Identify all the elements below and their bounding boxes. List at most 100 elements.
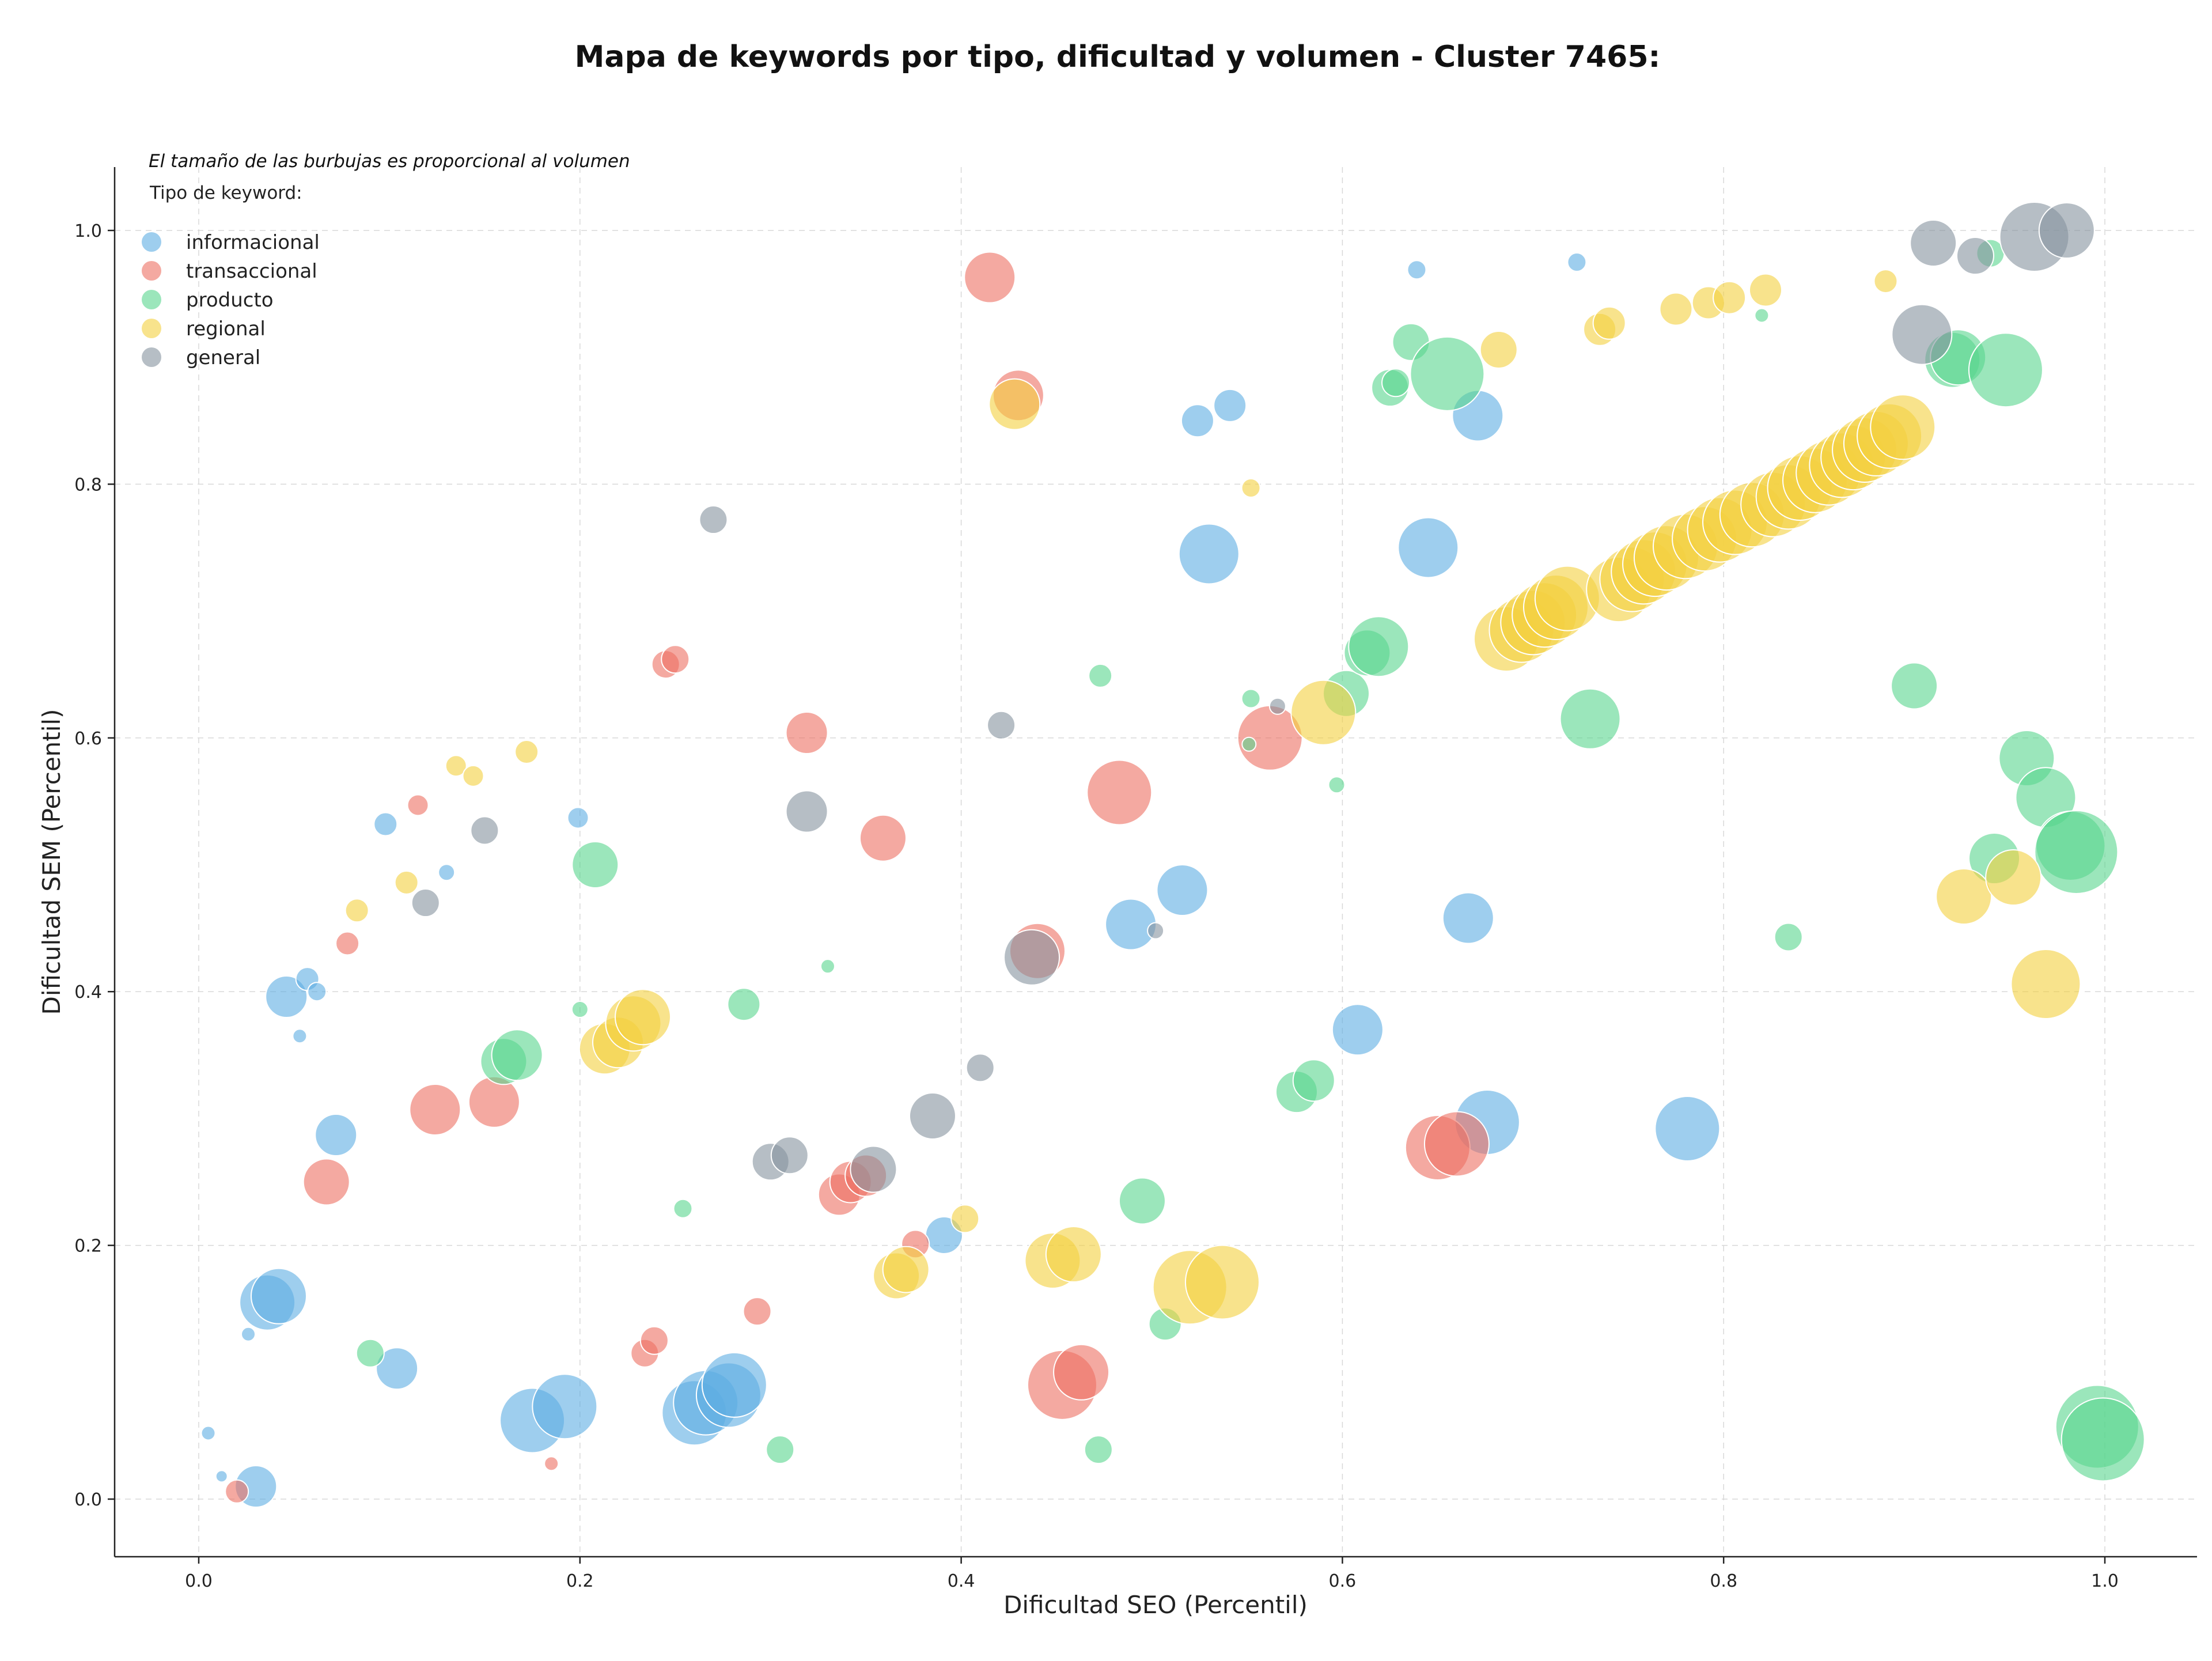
- bubble-transaccional: [859, 814, 907, 862]
- bubble-transaccional: [964, 251, 1016, 304]
- bubble-producto: [571, 841, 619, 888]
- bubble-informacional: [1442, 892, 1494, 944]
- bubble-regional: [514, 740, 539, 765]
- bubble-regional: [1290, 679, 1357, 746]
- bubble-regional: [344, 898, 369, 923]
- bubble-transaccional: [639, 1326, 669, 1355]
- bubble-general: [1910, 220, 1957, 267]
- bubble-informacional: [1156, 864, 1209, 917]
- bubble-regional: [1870, 394, 1936, 460]
- y-tick-label: 0.2: [74, 1236, 102, 1257]
- bubble-regional: [1184, 1244, 1260, 1320]
- bubble-producto: [1088, 663, 1113, 688]
- bubble-informacional: [241, 1326, 256, 1342]
- legend-marker-regional: [142, 319, 161, 338]
- y-axis-label: Dificultad SEM (Percentil): [37, 709, 66, 1015]
- legend-marker-producto: [142, 290, 161, 309]
- bubble-general: [850, 1145, 897, 1193]
- bubble-informacional: [1654, 1096, 1721, 1162]
- bubble-regional: [394, 870, 419, 895]
- bubble-general: [908, 1092, 956, 1140]
- bubble-general: [770, 1136, 809, 1175]
- bubble-general: [1003, 929, 1060, 986]
- bubble-producto: [820, 959, 835, 974]
- bubble-producto: [1410, 336, 1485, 411]
- bubble-producto: [1381, 368, 1411, 398]
- bubble-general: [785, 790, 828, 833]
- bubble-informacional: [438, 864, 456, 881]
- bubble-regional: [2010, 948, 2081, 1019]
- bubble-general: [965, 1053, 995, 1083]
- bubble-transaccional: [409, 1083, 461, 1136]
- bubble-informacional: [567, 807, 589, 829]
- bubble-producto: [1118, 1177, 1166, 1225]
- bubble-transaccional: [544, 1456, 559, 1471]
- bubble-general: [1268, 697, 1286, 715]
- bubble-informacional: [1180, 404, 1214, 438]
- bubble-regional: [445, 755, 467, 777]
- bubble-informacional: [307, 982, 327, 1002]
- y-tick-label: 0.4: [74, 982, 102, 1002]
- bubble-informacional: [200, 1425, 216, 1441]
- bubble-size-note: El tamaño de las burbujas es proporciona…: [149, 151, 630, 172]
- bubble-producto: [2061, 1397, 2145, 1482]
- bubble-regional: [950, 1204, 980, 1234]
- bubble-informacional: [1397, 517, 1459, 578]
- legend-label-regional: regional: [186, 317, 266, 340]
- bubble-regional: [882, 1246, 930, 1293]
- bubble-general: [2038, 202, 2095, 259]
- bubble-producto: [1328, 776, 1346, 794]
- bubble-transaccional: [1053, 1344, 1110, 1401]
- y-tick-label: 0.6: [74, 729, 102, 749]
- legend-label-producto: producto: [186, 289, 274, 312]
- bubble-informacional: [292, 1028, 308, 1044]
- bubble-transaccional: [468, 1076, 520, 1128]
- bubble-producto: [1084, 1435, 1113, 1465]
- bubble-producto: [766, 1435, 795, 1465]
- legend-marker-informacional: [142, 232, 161, 252]
- bubble-informacional: [315, 1114, 358, 1157]
- bubble-informacional: [373, 812, 398, 837]
- bubble-informacional: [265, 975, 308, 1019]
- bubble-general: [1956, 237, 1994, 275]
- bubble-regional: [1748, 273, 1782, 307]
- bubble-regional: [1873, 269, 1898, 294]
- x-tick-label: 1.0: [2091, 1571, 2119, 1591]
- x-tick-label: 0.0: [185, 1571, 213, 1591]
- bubble-transaccional: [1086, 759, 1153, 826]
- legend-title: Tipo de keyword:: [149, 183, 302, 203]
- bubble-producto: [1241, 736, 1257, 752]
- legend-marker-general: [142, 347, 161, 367]
- bubble-producto: [727, 987, 761, 1021]
- bubble-transaccional: [407, 794, 429, 816]
- axis-ticks: 0.0 0.2 0.4 0.6 0.8 1.0 0.0 0.2 0.4 0.6 0.8 1.0: [74, 221, 2119, 1591]
- bubble-regional: [1936, 868, 1993, 925]
- bubble-producto: [571, 1001, 589, 1019]
- bubble-regional: [1659, 292, 1693, 326]
- bubble-producto: [2034, 809, 2119, 894]
- bubble-regional: [1045, 1226, 1102, 1283]
- y-tick-label: 0.0: [74, 1490, 102, 1510]
- bubble-transaccional: [335, 931, 360, 956]
- bubble-informacional: [532, 1374, 598, 1440]
- legend-marker-transaccional: [142, 261, 161, 281]
- bubble-producto: [1968, 332, 2043, 408]
- bubble-informacional: [1213, 388, 1247, 422]
- bubble-regional: [1713, 281, 1747, 315]
- bubble-regional: [1241, 478, 1261, 498]
- bubble-transaccional: [1423, 1111, 1490, 1177]
- x-tick-label: 0.2: [566, 1571, 594, 1591]
- grid-lines: [115, 167, 2197, 1557]
- x-tick-label: 0.4: [948, 1571, 975, 1591]
- bubble-producto: [1292, 1059, 1335, 1102]
- bubble-producto: [1774, 922, 1803, 952]
- legend-label-general: general: [186, 346, 260, 369]
- bubble-producto: [1559, 688, 1621, 750]
- x-tick-label: 0.6: [1329, 1571, 1357, 1591]
- bubble-regional: [1592, 306, 1626, 340]
- bubble-general: [699, 505, 728, 535]
- y-tick-label: 0.8: [74, 475, 102, 495]
- bubble-regional: [1479, 330, 1518, 369]
- bubble-producto: [1241, 688, 1261, 709]
